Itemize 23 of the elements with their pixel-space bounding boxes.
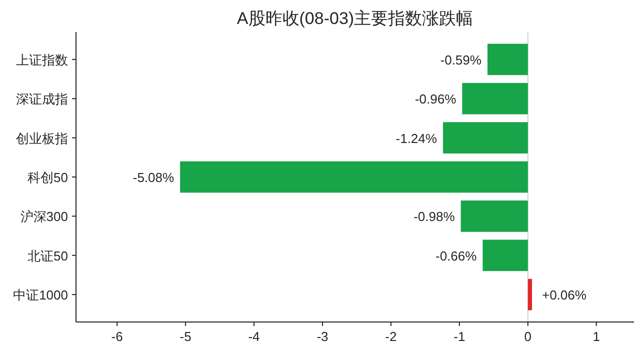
chart-title: A股昨收(08-03)主要指数涨跌幅 — [236, 9, 474, 28]
data-label: -5.08% — [132, 170, 174, 185]
x-tick-label: -5 — [180, 329, 192, 344]
x-tick-label: -1 — [454, 329, 466, 344]
x-tick-label: -4 — [248, 329, 260, 344]
x-tick-label: 0 — [524, 329, 532, 344]
data-label: +0.06% — [542, 288, 587, 303]
x-tick-label: 1 — [592, 329, 600, 344]
y-tick-label: 北证50 — [28, 248, 68, 264]
x-tick-label: -2 — [385, 329, 397, 344]
x-tick-label: -6 — [111, 329, 123, 344]
y-tick-label: 中证1000 — [13, 288, 68, 303]
y-tick-label: 深证成指 — [16, 92, 68, 107]
data-label: -0.59% — [440, 52, 482, 68]
data-label: -0.96% — [414, 92, 457, 107]
y-tick-label: 上证指数 — [16, 52, 68, 68]
data-label: -0.66% — [435, 248, 478, 264]
data-label: -1.24% — [396, 130, 438, 146]
data-label: -0.98% — [414, 209, 456, 224]
y-tick-label: 科创50 — [28, 170, 68, 185]
y-tick-label: 沪深300 — [20, 209, 68, 224]
y-tick-label: 创业板指 — [16, 130, 68, 146]
x-tick-label: -3 — [316, 329, 328, 344]
